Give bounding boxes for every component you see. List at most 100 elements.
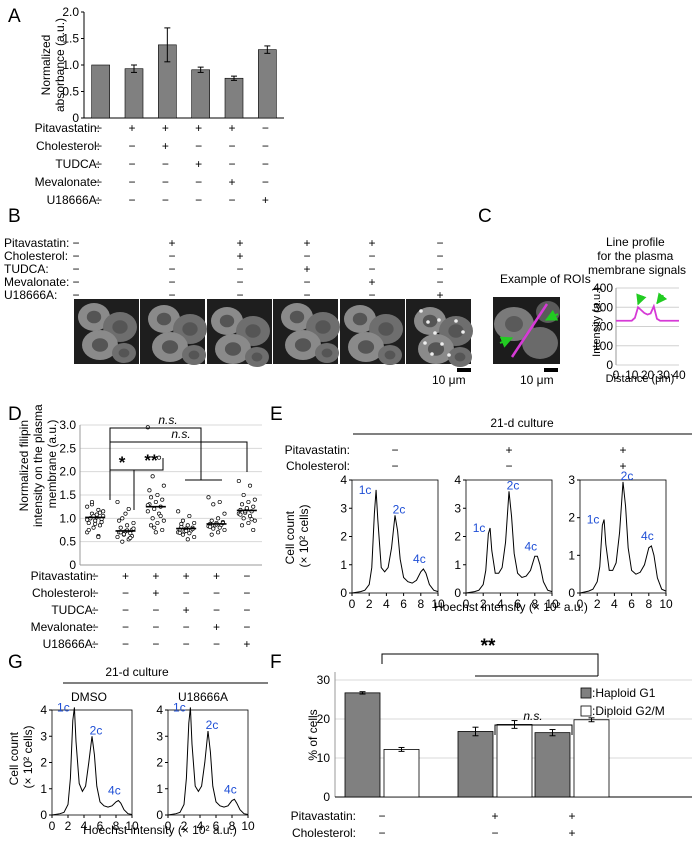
data-point xyxy=(158,513,163,519)
hist-ylabel-2: (× 10² cells) xyxy=(21,725,35,788)
y-tick-label: 0.5 xyxy=(62,85,79,99)
data-point xyxy=(153,499,158,505)
scale-bar-label-c: 10 μm xyxy=(520,373,554,387)
condition-sign: + xyxy=(303,262,310,276)
data-point xyxy=(180,532,186,537)
condition-sign: − xyxy=(368,249,375,263)
condition-sign: − xyxy=(168,288,175,302)
stat-double: ** xyxy=(144,451,158,470)
x-tick-label: 2 xyxy=(366,597,373,611)
panel-g-xlabel: Hoechst intensity (× 10² a.u.) xyxy=(83,823,237,837)
condition-sign: − xyxy=(243,586,250,600)
row-label-pitavastatin-e: Pitavastatin: xyxy=(285,443,350,457)
y-tick-label: 0 xyxy=(40,808,47,822)
y-tick-label: 2.0 xyxy=(59,465,76,479)
panel-d-ylabel: Normalized filipin intensity on the plas… xyxy=(17,401,59,527)
data-point xyxy=(252,518,257,523)
peak-label-4c: 4c xyxy=(224,782,237,796)
condition-sign: − xyxy=(122,620,129,634)
condition-sign: − xyxy=(195,193,202,207)
x-tick-label: 6 xyxy=(628,597,635,611)
roi-line xyxy=(510,303,549,358)
data-point xyxy=(97,510,103,515)
nucleus xyxy=(448,324,464,338)
condition-sign: − xyxy=(213,603,220,617)
y-tick-label: 100 xyxy=(593,339,613,353)
x-tick-label: 2 xyxy=(480,597,487,611)
data-point xyxy=(147,488,152,493)
condition-sign: − xyxy=(183,586,190,600)
legend-diploid: :Diploid G2/M xyxy=(592,704,665,718)
legend-swatch-haploid xyxy=(580,687,592,699)
data-point xyxy=(251,504,256,509)
bar xyxy=(496,724,533,798)
y-tick-label: 2 xyxy=(156,756,163,770)
data-point xyxy=(120,539,125,544)
x-tick-label: 0 xyxy=(613,368,620,382)
condition-sign: + xyxy=(505,443,512,457)
y-tick-label: 2.5 xyxy=(59,441,76,455)
puncta xyxy=(433,331,437,335)
x-tick-label: 6 xyxy=(400,597,407,611)
panel-label-c: C xyxy=(478,206,492,227)
condition-sign: − xyxy=(162,175,169,189)
condition-sign: − xyxy=(303,249,310,263)
data-point xyxy=(206,495,211,500)
nucleus xyxy=(219,314,235,328)
row-label-tudca-a: TUDCA: xyxy=(55,157,100,171)
condition-sign: − xyxy=(262,121,269,135)
data-point xyxy=(85,517,90,522)
x-tick-label: 2 xyxy=(181,819,188,833)
data-point xyxy=(216,530,221,535)
row-label-cholesterol-b: Cholesterol: xyxy=(4,249,68,263)
data-point xyxy=(115,534,120,540)
data-point xyxy=(155,520,160,526)
condition-sign: − xyxy=(436,249,443,263)
condition-sign: − xyxy=(195,175,202,189)
y-tick-label: 4 xyxy=(40,703,47,717)
condition-sign: + xyxy=(122,569,129,583)
y-tick-label: 300 xyxy=(593,300,613,314)
nucleus xyxy=(289,310,305,324)
data-point xyxy=(238,512,243,517)
y-tick-label: 0 xyxy=(568,586,575,600)
condition-sign: + xyxy=(619,459,626,473)
puncta xyxy=(454,319,458,323)
stat-single: * xyxy=(119,453,126,472)
x-tick-label: 0 xyxy=(463,597,470,611)
data-point xyxy=(152,525,157,530)
condition-sign: − xyxy=(368,262,375,276)
row-label-mevalonate-d: Mevalonate: xyxy=(31,620,96,634)
condition-sign: − xyxy=(391,443,398,457)
stat-ns-f: n.s. xyxy=(523,709,542,723)
bar xyxy=(534,732,571,798)
condition-sign: + xyxy=(162,139,169,153)
row-label-tudca-d: TUDCA: xyxy=(51,603,96,617)
data-point xyxy=(145,425,150,430)
data-point xyxy=(176,509,181,514)
data-point xyxy=(128,535,133,540)
stat-double-f: ** xyxy=(481,636,496,657)
y-tick-label: 1 xyxy=(40,782,47,796)
data-point xyxy=(86,520,91,526)
micrograph xyxy=(207,299,272,367)
panel-f-stats: ** n.s. xyxy=(381,636,599,735)
condition-sign: + xyxy=(368,275,375,289)
row-label-mevalonate-b: Mevalonate: xyxy=(4,275,69,289)
condition-sign: − xyxy=(491,826,498,840)
plot-frame xyxy=(351,479,439,594)
histogram-line xyxy=(465,491,553,594)
data-point xyxy=(241,492,246,498)
peak-label-4c: 4c xyxy=(641,529,654,543)
puncta xyxy=(440,342,444,346)
green-arrow-icon xyxy=(499,336,514,348)
data-point xyxy=(156,455,162,460)
histogram-line xyxy=(579,481,667,594)
row-label-pitavastatin-b: Pitavastatin: xyxy=(4,236,69,250)
condition-sign: − xyxy=(168,275,175,289)
